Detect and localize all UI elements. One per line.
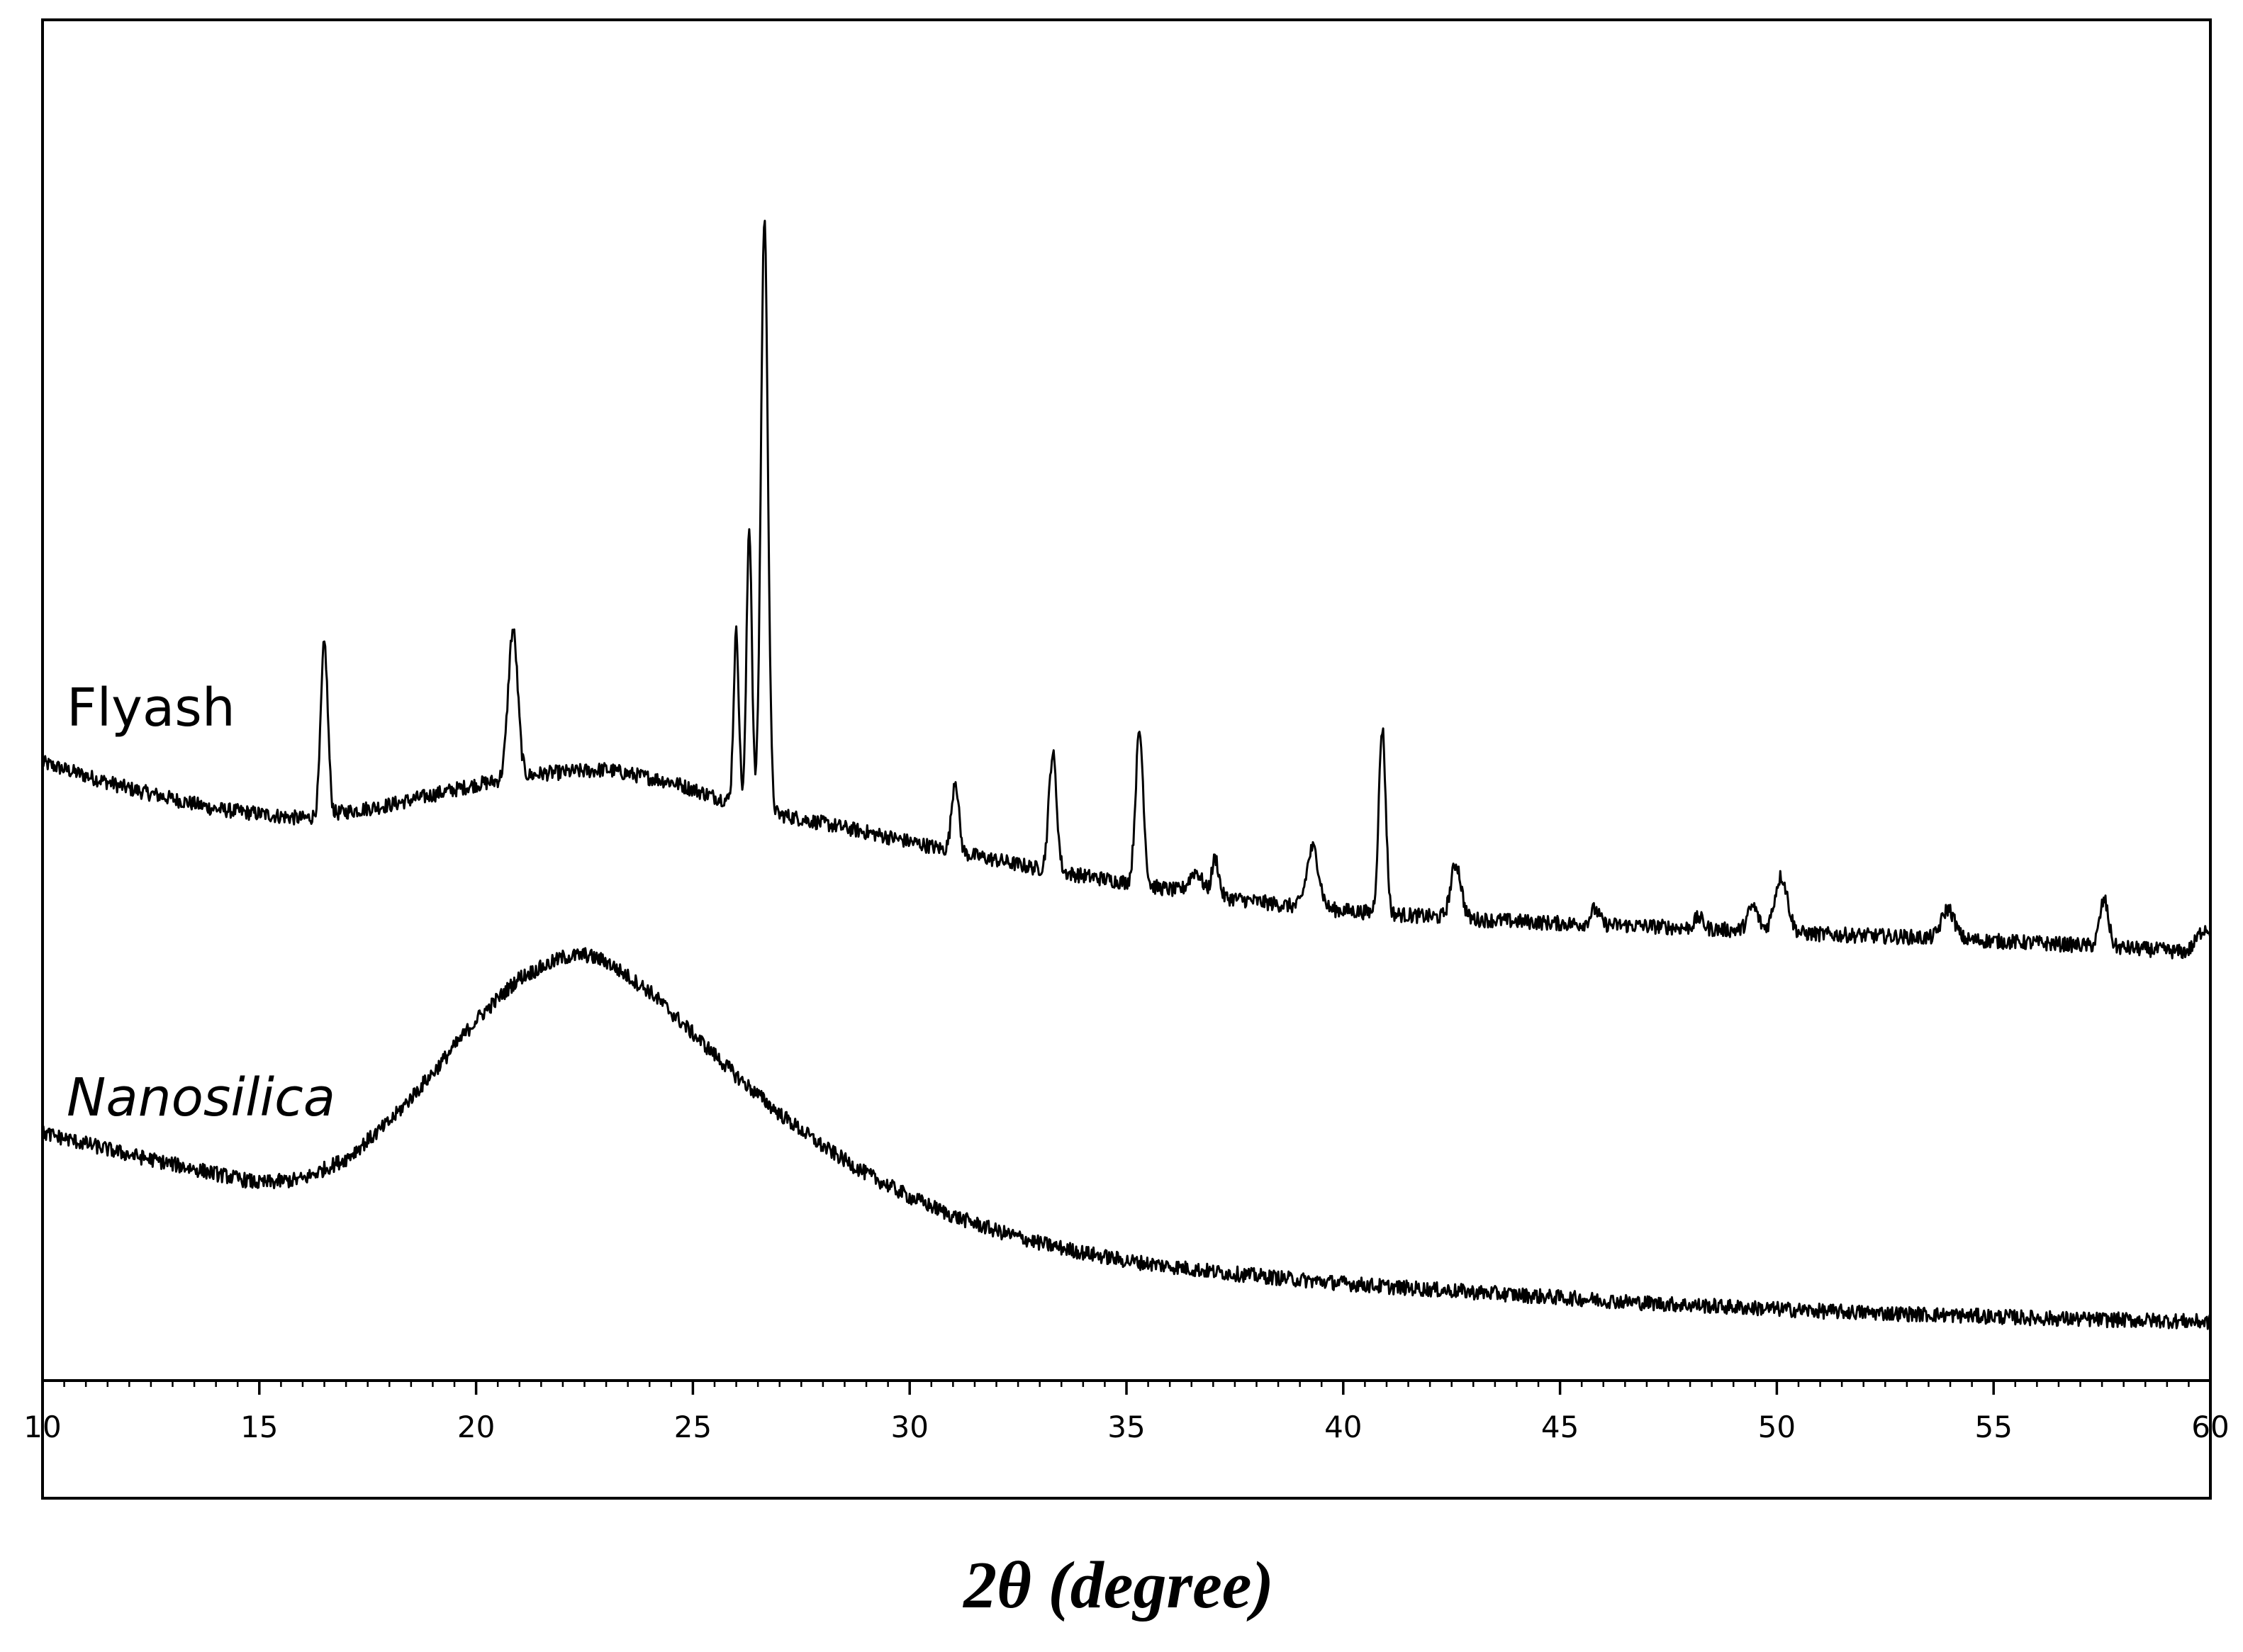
x-tick-label: 50 bbox=[1758, 1410, 1796, 1444]
x-tick-label: 55 bbox=[1974, 1410, 2012, 1444]
x-tick-label: 60 bbox=[2191, 1410, 2229, 1444]
series-line-flyash bbox=[41, 220, 2212, 960]
series-label-nanosilica: Nanosilica bbox=[67, 1067, 335, 1128]
x-tick-label: 35 bbox=[1107, 1410, 1145, 1444]
outer-frame bbox=[41, 18, 2212, 1500]
x-tick-label: 15 bbox=[240, 1410, 278, 1444]
series-lines bbox=[41, 220, 2212, 1330]
x-axis-ticks bbox=[41, 1381, 2212, 1395]
x-tick-label: 20 bbox=[457, 1410, 495, 1444]
series-line-nanosilica bbox=[41, 947, 2212, 1330]
x-axis-tick-labels: 10 15 20 25 30 35 40 45 50 55 60 bbox=[23, 1410, 2229, 1444]
series-label-flyash: Flyash bbox=[67, 678, 235, 738]
x-tick-label: 25 bbox=[674, 1410, 712, 1444]
x-tick-label: 10 bbox=[23, 1410, 61, 1444]
x-tick-label: 40 bbox=[1324, 1410, 1362, 1444]
x-tick-label: 30 bbox=[890, 1410, 928, 1444]
x-tick-label: 45 bbox=[1541, 1410, 1579, 1444]
x-axis-title: 2θ (degree) bbox=[962, 1549, 1274, 1622]
